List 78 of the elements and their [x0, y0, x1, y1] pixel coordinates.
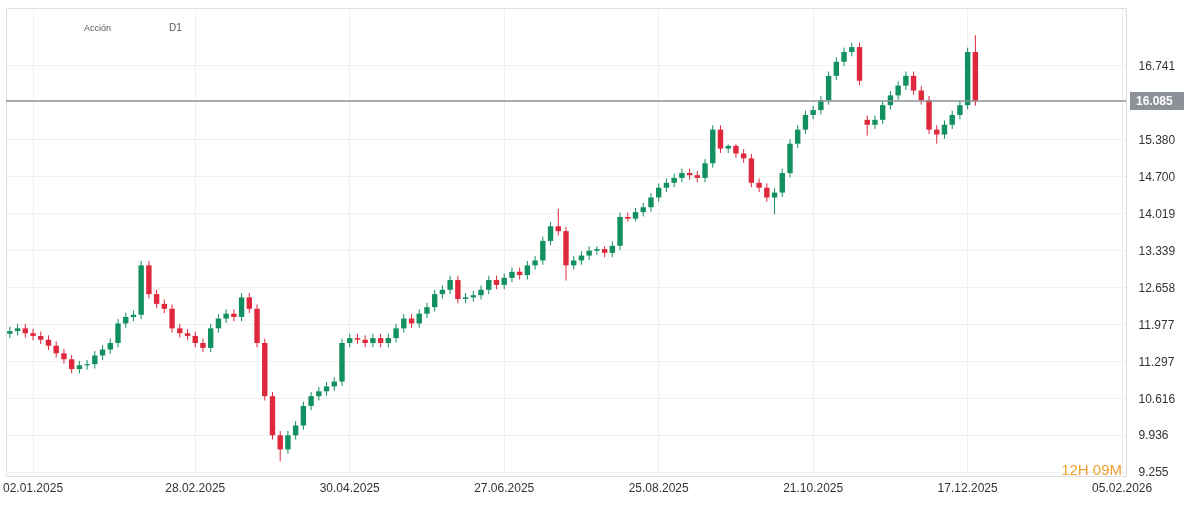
- candlestick: [648, 192, 654, 213]
- candlestick: [756, 177, 762, 193]
- y-tick-label: 9.255: [1138, 465, 1169, 480]
- x-tick-label: 21.10.2025: [783, 480, 844, 495]
- candlestick: [393, 323, 399, 343]
- candlestick: [540, 236, 546, 266]
- candlestick: [764, 182, 770, 203]
- candlestick: [200, 338, 206, 353]
- candlestick: [478, 284, 484, 301]
- candlestick: [300, 401, 307, 431]
- candlestick: [532, 255, 538, 271]
- annotation: 12H 09M: [1061, 461, 1122, 478]
- candlestick: [30, 328, 36, 341]
- y-tick-label: 16.741: [1138, 59, 1176, 73]
- candlestick: [486, 275, 492, 295]
- candlestick: [934, 124, 940, 145]
- candlestick: [910, 71, 917, 96]
- annotation: D1: [169, 22, 183, 33]
- candlestick: [841, 47, 847, 67]
- candlestick: [594, 245, 600, 256]
- candlestick: [431, 289, 438, 312]
- candlestick: [679, 168, 685, 183]
- x-tick-label: 17.12.2025: [937, 480, 999, 495]
- candlestick: [702, 158, 708, 183]
- candlestick: [795, 124, 801, 149]
- candlestick: [903, 71, 909, 91]
- annotation: Acción: [84, 23, 112, 33]
- y-tick-label: 14.700: [1138, 169, 1176, 184]
- x-tick-label: 27.06.2025: [474, 480, 535, 495]
- candlestick: [717, 124, 724, 154]
- candlestick: [115, 318, 121, 348]
- x-tick-label: 25.08.2025: [628, 480, 690, 495]
- candlestick: [957, 100, 963, 120]
- candlestick: [68, 354, 75, 374]
- candlestick: [879, 100, 886, 125]
- y-tick-label: 12.658: [1138, 280, 1176, 295]
- candlestick: [547, 221, 554, 246]
- candlestick: [370, 333, 376, 348]
- candlestick: [61, 348, 67, 365]
- candlestick: [223, 308, 229, 324]
- y-tick-label: 14.019: [1138, 206, 1176, 221]
- candlestick: [246, 292, 253, 314]
- candlestick: [671, 173, 677, 188]
- candlestick: [833, 56, 840, 81]
- candlestick: [524, 260, 531, 280]
- x-tick-label: 05.02.2026: [1092, 480, 1153, 495]
- y-tick-label: 9.936: [1138, 428, 1169, 443]
- candlestick: [895, 80, 901, 101]
- candlestick: [941, 119, 948, 140]
- candlestick: [872, 115, 878, 130]
- x-tick-label: 02.01.2025: [3, 480, 64, 495]
- candlestick: [169, 303, 175, 334]
- candlestick: [277, 430, 283, 462]
- ref-line-label: 16.085: [1136, 94, 1174, 109]
- y-tick-label: 10.616: [1138, 391, 1176, 406]
- candlestick: [802, 110, 809, 135]
- candlestick: [207, 323, 214, 353]
- candlestick: [447, 275, 453, 295]
- y-tick-label: 11.297: [1138, 354, 1175, 369]
- candlestick: [7, 326, 13, 339]
- candlestick: [864, 115, 870, 137]
- candlestick: [308, 391, 314, 411]
- candlestick: [153, 289, 160, 309]
- candlestick: [949, 110, 955, 130]
- y-tick-label: 13.339: [1138, 243, 1176, 258]
- candlestick: [555, 208, 561, 236]
- candlestick: [779, 168, 785, 198]
- y-tick-label: 15.380: [1138, 132, 1176, 147]
- candlestick: [231, 308, 237, 322]
- candlestick: [285, 430, 291, 455]
- x-tick-label: 30.04.2025: [319, 480, 381, 495]
- candlestick: [455, 275, 461, 304]
- x-tick-label: 28.02.2025: [165, 480, 226, 495]
- candlestick: [509, 267, 515, 283]
- candlestick: [238, 292, 245, 322]
- candlestick: [424, 302, 430, 319]
- y-tick-label: 11.977: [1138, 317, 1175, 332]
- candlestick: [84, 359, 90, 371]
